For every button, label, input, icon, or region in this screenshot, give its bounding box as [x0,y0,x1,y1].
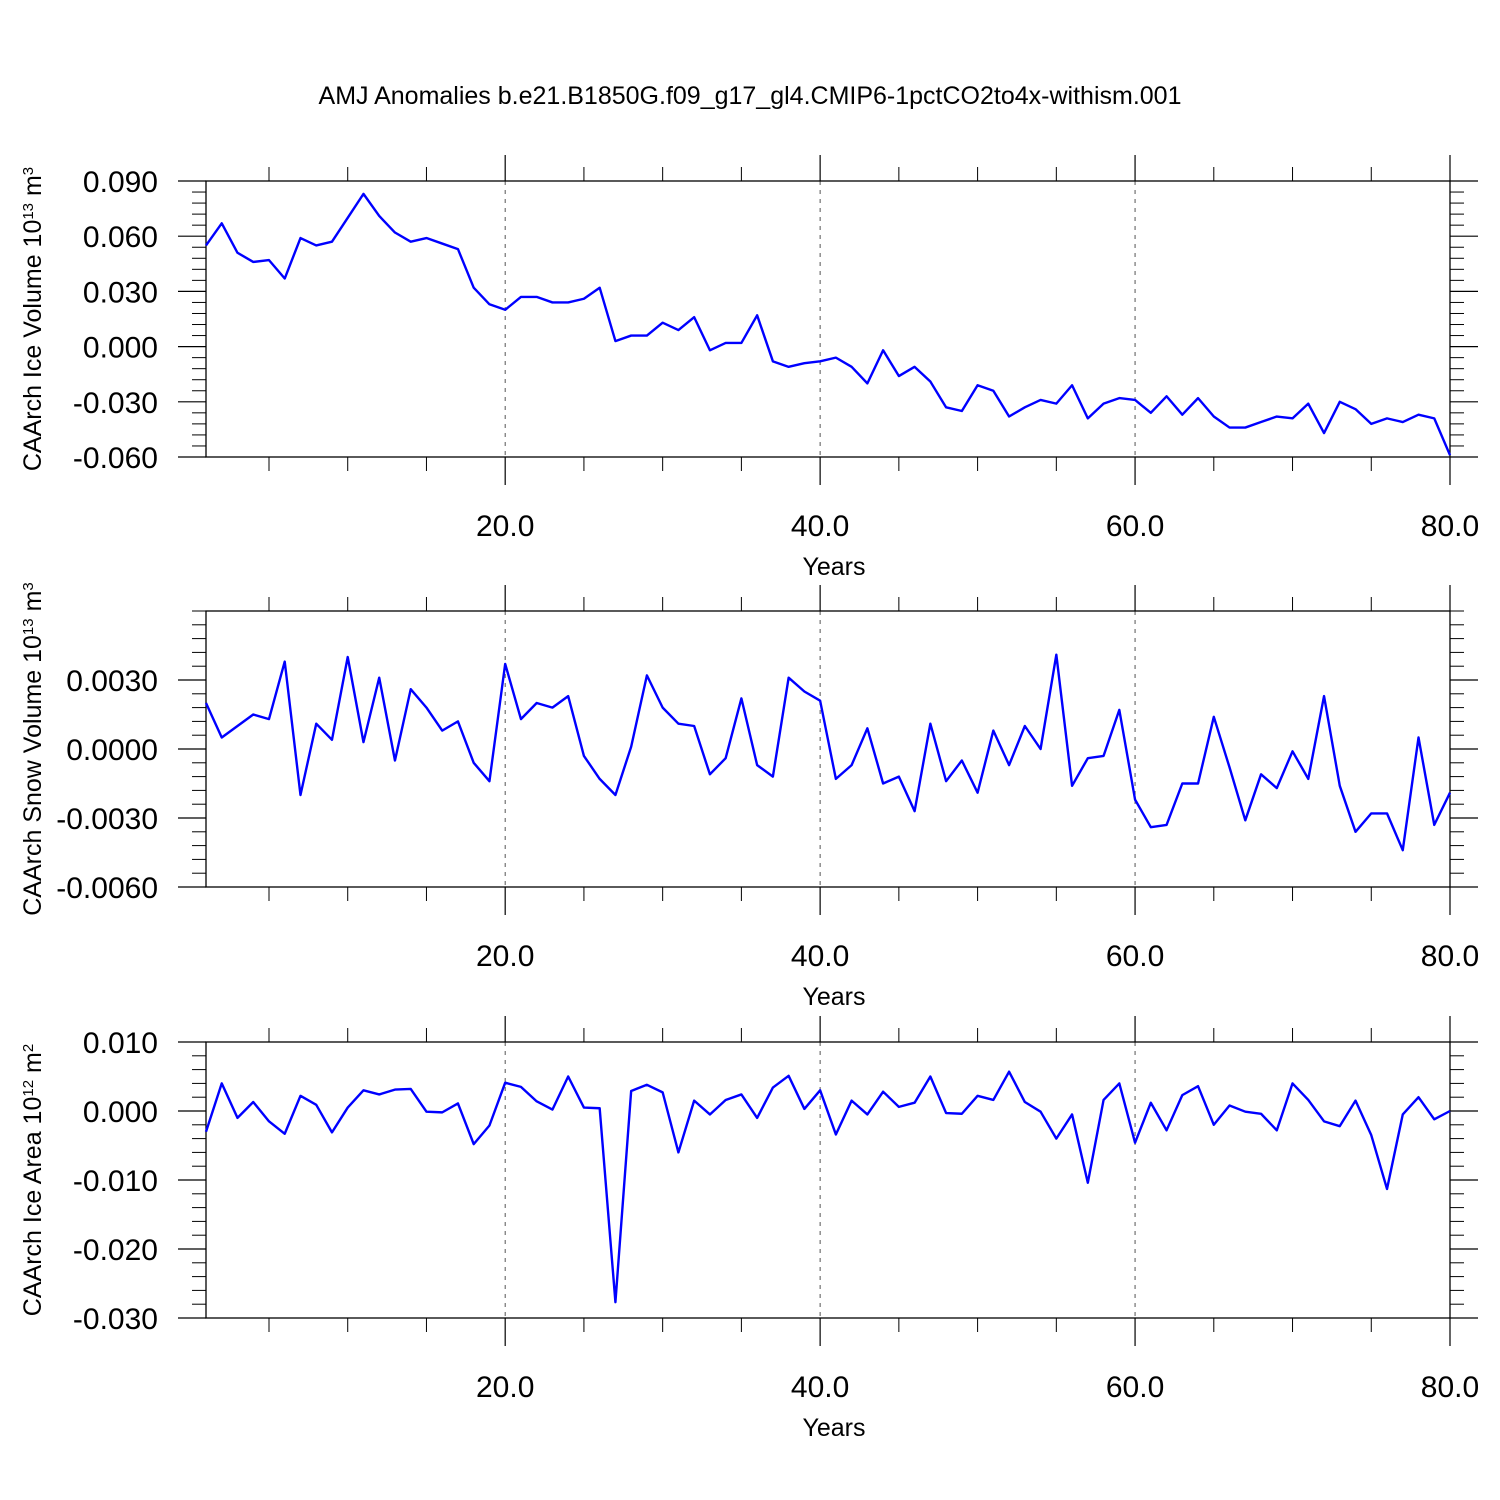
x-axis-title: Years [802,1414,865,1442]
x-axis-title: Years [802,983,865,1011]
series-line [205,192,1452,456]
y-tick-label: 0.060 [83,221,158,254]
y-tick-label: 0.0000 [66,734,158,767]
chart-panel-3: 0.010 0.000 -0.010 -0.020 -0.030 20.0 40.0 60.0… [19,1016,1479,1442]
y-tick-label: -0.010 [73,1165,158,1198]
y-tick-label: 0.090 [83,166,158,199]
y-tick-label: -0.0030 [56,803,158,836]
y-tick-label: -0.060 [73,442,158,475]
plot-frame [205,1041,1451,1319]
x-tick-label: 80.0 [1421,510,1479,543]
y-tick-label: -0.030 [73,1303,158,1336]
x-tick-label: 40.0 [791,510,849,543]
y-tick-label: 0.000 [83,1096,158,1129]
chart-panel-1: 0.090 0.060 0.030 0.000 -0.030 -0.060 20.0 40.0… [19,155,1479,581]
y-axis-title: CAArch Snow Volume 1013 m3 [19,582,47,916]
y-axis-title: CAArch Ice Area 1012 m2 [19,1044,47,1316]
y-tick-label: 0.0030 [66,665,158,698]
x-tick-label: 20.0 [476,1371,534,1404]
y-tick-label: 0.000 [83,332,158,365]
series-line [204,653,1452,852]
figure-title: AMJ Anomalies b.e21.B1850G.f09_g17_gl4.C… [318,82,1182,110]
plot-frame [205,180,1451,458]
x-tick-label: 60.0 [1106,940,1164,973]
x-axis-title: Years [802,553,865,581]
x-tick-label: 40.0 [791,1371,849,1404]
x-tick-label: 60.0 [1106,1371,1164,1404]
x-tick-label: 80.0 [1421,1371,1479,1404]
y-tick-label: -0.0060 [56,872,158,905]
y-tick-label: 0.030 [83,276,158,309]
y-tick-label: -0.030 [73,387,158,420]
x-tick-label: 20.0 [476,510,534,543]
series-line [204,1070,1451,1304]
x-tick-label: 60.0 [1106,510,1164,543]
x-tick-label: 80.0 [1421,940,1479,973]
y-axis-title: CAArch Ice Volume 1013 m3 [19,167,47,471]
chart-panel-2: 0.0030 0.0000 -0.0030 -0.0060 20.0 40.0 60.0 80… [19,582,1479,1011]
y-tick-label: -0.020 [73,1234,158,1267]
x-tick-label: 40.0 [791,940,849,973]
x-tick-label: 20.0 [476,940,534,973]
y-tick-label: 0.010 [83,1027,158,1060]
